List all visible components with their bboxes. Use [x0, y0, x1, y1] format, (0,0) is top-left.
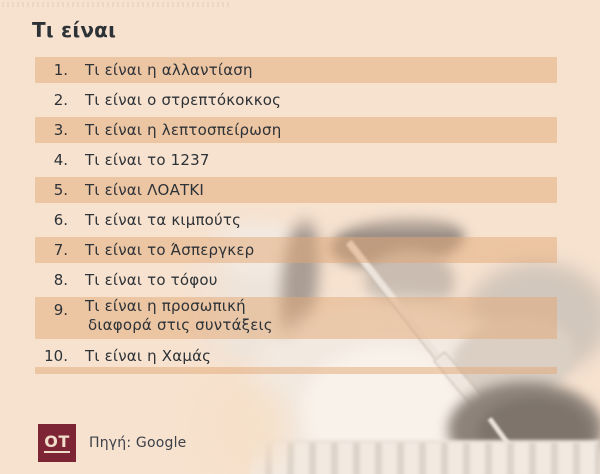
ot-logo-text: OT — [44, 434, 70, 453]
query-text: Τι είναι το Άσπεργκερ — [85, 237, 557, 263]
query-text: Τι είναι η Χαμάς — [85, 343, 557, 369]
query-text-line1: Τι είναι το τόφου — [85, 271, 218, 289]
query-text-line1: Τι είναι η Χαμάς — [85, 347, 211, 365]
query-text: Τι είναι η λεπτοσπείρωση — [85, 117, 557, 143]
rank-number: 8. — [35, 267, 68, 293]
query-text: Τι είναι η προσωπική διαφορά στις συντάξ… — [85, 297, 557, 335]
list-item: 8. Τι είναι το τόφου — [35, 267, 557, 293]
rank-number: 2. — [35, 87, 68, 113]
query-text-line1: Τι είναι η λεπτοσπείρωση — [85, 121, 281, 139]
list-item: 6. Τι είναι τα κιμπούτς — [35, 207, 557, 233]
partial-row-stripe — [35, 367, 557, 374]
ot-logo: OT — [38, 424, 76, 462]
list-item: 4. Τι είναι το 1237 — [35, 147, 557, 173]
footer: OT Πηγή: Google — [38, 424, 187, 462]
rank-number: 10. — [35, 343, 68, 369]
infographic-canvas: Τι είναι 1. Τι είναι η αλλαντίαση 2. Τι … — [0, 0, 600, 474]
query-text-line1: Τι είναι ΛΟΑΤΚΙ — [85, 181, 204, 199]
query-text-line1: Τι είναι το 1237 — [85, 151, 210, 169]
query-text: Τι είναι η αλλαντίαση — [85, 57, 557, 83]
list-item: 10. Τι είναι η Χαμάς — [35, 343, 557, 369]
query-text-line1: Τι είναι τα κιμπούτς — [85, 211, 241, 229]
query-text-line2: διαφορά στις συντάξεις — [88, 316, 557, 335]
query-text-line1: Τι είναι η αλλαντίαση — [85, 61, 253, 79]
query-text: Τι είναι ΛΟΑΤΚΙ — [85, 177, 557, 203]
list-item: 7. Τι είναι το Άσπεργκερ — [35, 237, 557, 263]
rank-number: 4. — [35, 147, 68, 173]
rank-number: 9. — [35, 297, 68, 321]
list-item: 1. Τι είναι η αλλαντίαση — [35, 57, 557, 83]
query-text: Τι είναι ο στρεπτόκοκκος — [85, 87, 557, 113]
list-item: 3. Τι είναι η λεπτοσπείρωση — [35, 117, 557, 143]
rank-number: 1. — [35, 57, 68, 83]
rank-number: 7. — [35, 237, 68, 263]
query-text: Τι είναι το 1237 — [85, 147, 557, 173]
query-text-line1: Τι είναι το Άσπεργκερ — [85, 241, 254, 259]
list-item: 9. Τι είναι η προσωπική διαφορά στις συν… — [35, 297, 557, 339]
rank-number: 3. — [35, 117, 68, 143]
search-rank-list: 1. Τι είναι η αλλαντίαση 2. Τι είναι ο σ… — [35, 0, 557, 474]
rank-number: 6. — [35, 207, 68, 233]
query-text: Τι είναι τα κιμπούτς — [85, 207, 557, 233]
query-text-line1: Τι είναι η προσωπική — [85, 295, 246, 315]
query-text: Τι είναι το τόφου — [85, 267, 557, 293]
list-item: 5. Τι είναι ΛΟΑΤΚΙ — [35, 177, 557, 203]
query-text-line1: Τι είναι ο στρεπτόκοκκος — [85, 91, 281, 109]
source-label: Πηγή: Google — [89, 435, 187, 451]
rank-number: 5. — [35, 177, 68, 203]
list-item: 2. Τι είναι ο στρεπτόκοκκος — [35, 87, 557, 113]
